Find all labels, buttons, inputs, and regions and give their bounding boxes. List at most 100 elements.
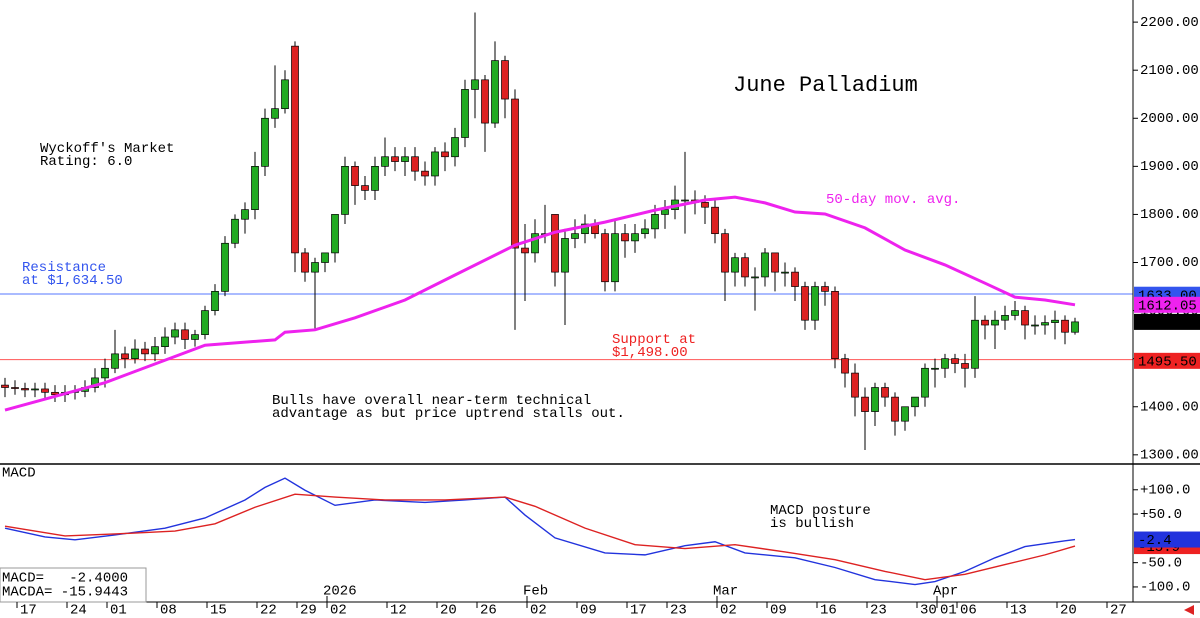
x-tick-label: 01 bbox=[110, 603, 127, 618]
candle-body bbox=[1021, 310, 1029, 326]
candle-body bbox=[801, 286, 809, 321]
readout-box bbox=[0, 567, 147, 603]
candle-body bbox=[471, 79, 479, 90]
y-tick-label: +100.0 bbox=[1140, 482, 1190, 498]
x-tick-label: 17 bbox=[20, 603, 37, 618]
x-tick-label: 29 bbox=[300, 603, 317, 618]
candle-body bbox=[381, 156, 389, 167]
x-tick-label: 24 bbox=[70, 603, 87, 618]
panel-title: MACD bbox=[2, 466, 36, 482]
candle-body bbox=[621, 233, 629, 242]
candle-body bbox=[191, 334, 199, 340]
candle-body bbox=[1001, 315, 1009, 321]
candle-body bbox=[631, 233, 639, 242]
candle-body bbox=[281, 79, 289, 110]
candle-body bbox=[21, 388, 29, 391]
candle-body bbox=[231, 218, 239, 244]
candle-body bbox=[511, 98, 519, 249]
candle-body bbox=[241, 209, 249, 220]
annotation-line: Bulls have overall near-term technical bbox=[272, 393, 591, 409]
annotation: 50-day mov. avg. bbox=[826, 192, 960, 208]
candle-body bbox=[181, 329, 189, 340]
moving-average bbox=[4, 195, 1076, 412]
x-tick-label: 08 bbox=[160, 603, 177, 618]
value-box bbox=[1134, 352, 1200, 369]
scroll-arrow bbox=[1184, 605, 1194, 615]
candle-body bbox=[571, 233, 579, 239]
candle-body bbox=[391, 156, 399, 162]
candle-body bbox=[161, 336, 169, 347]
x-tick-label: 13 bbox=[1010, 603, 1027, 618]
value-box-label: 1495.50 bbox=[1138, 355, 1197, 371]
candle-body bbox=[1061, 319, 1069, 333]
x-tick-label: 15 bbox=[210, 603, 227, 618]
candle-body bbox=[981, 319, 989, 326]
x-tick-label: 12 bbox=[390, 603, 407, 618]
candle-body bbox=[481, 79, 489, 124]
candle-body bbox=[291, 45, 299, 254]
candle-body bbox=[831, 291, 839, 360]
candle-body bbox=[611, 233, 619, 283]
y-tick-label: 2000.00 bbox=[1140, 111, 1199, 127]
annotation-line: is bullish bbox=[770, 516, 854, 532]
candle-body bbox=[681, 199, 689, 202]
candle-body bbox=[11, 387, 19, 389]
candle-body bbox=[971, 319, 979, 369]
candle-body bbox=[731, 257, 739, 273]
month-label: 2026 bbox=[323, 584, 357, 600]
candle-body bbox=[771, 252, 779, 273]
candle-body bbox=[131, 348, 139, 360]
x-tick-label: 30 bbox=[920, 603, 937, 618]
candle-body bbox=[581, 223, 589, 235]
candle-body bbox=[721, 233, 729, 273]
candle-body bbox=[711, 206, 719, 235]
annotation: Wyckoff's Market Rating: 6.0 bbox=[40, 141, 174, 170]
candle-body bbox=[431, 151, 439, 177]
x-tick-label: 02 bbox=[720, 603, 737, 618]
x-tick-label: 20 bbox=[1060, 603, 1077, 618]
annotation: Bulls have overall near-term technical ad… bbox=[272, 393, 625, 422]
candle-body bbox=[51, 391, 59, 396]
x-tick-label: 02 bbox=[330, 603, 347, 618]
candle-body bbox=[641, 228, 649, 235]
annotation-line: MACD posture bbox=[770, 503, 871, 519]
x-tick-label: 26 bbox=[480, 603, 497, 618]
candle-body bbox=[311, 262, 319, 273]
value-box bbox=[1134, 296, 1200, 313]
candle-body bbox=[361, 185, 369, 191]
candle-body bbox=[701, 202, 709, 208]
candle-body bbox=[141, 348, 149, 355]
candle-body bbox=[91, 377, 99, 388]
annotation: Resistance at $1,634.50 bbox=[22, 260, 123, 289]
x-tick-label: 23 bbox=[870, 603, 887, 618]
candle-body bbox=[211, 291, 219, 311]
candle-body bbox=[451, 137, 459, 158]
y-tick-label: 1700.00 bbox=[1140, 255, 1199, 271]
candle-body bbox=[151, 346, 159, 355]
annotation-line: Support at bbox=[612, 332, 696, 348]
month-label: Mar bbox=[713, 584, 738, 600]
candle-body bbox=[551, 214, 559, 273]
candle-body bbox=[441, 151, 449, 158]
y-tick-label: -100.0 bbox=[1140, 580, 1190, 596]
candle-body bbox=[261, 117, 269, 167]
candle-body bbox=[561, 238, 569, 273]
candle-body bbox=[531, 233, 539, 254]
candle-body bbox=[761, 252, 769, 278]
y-tick-label: 2200.00 bbox=[1140, 15, 1199, 31]
candle-body bbox=[941, 358, 949, 369]
y-tick-label: -50.0 bbox=[1140, 555, 1182, 571]
annotation-line: at $1,634.50 bbox=[22, 273, 123, 289]
candle-body bbox=[1011, 310, 1019, 316]
candle-body bbox=[1051, 319, 1059, 323]
readout: MACDA= -15.9443 bbox=[2, 585, 128, 601]
candle-body bbox=[461, 89, 469, 138]
candle-body bbox=[501, 60, 509, 100]
macd-line bbox=[4, 477, 1076, 586]
x-tick-label: 01 bbox=[940, 603, 957, 618]
y-tick-label: +50.0 bbox=[1140, 507, 1182, 523]
annotation-line: Rating: 6.0 bbox=[40, 154, 132, 170]
readout: MACD= -2.4000 bbox=[2, 571, 128, 587]
candle-body bbox=[921, 367, 929, 398]
